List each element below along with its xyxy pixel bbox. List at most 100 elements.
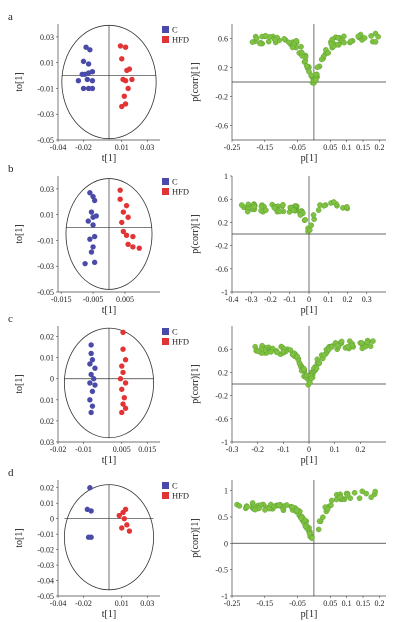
x-tick-label: 0.01	[115, 599, 129, 608]
splot-point	[370, 338, 376, 344]
score-point-hfd	[120, 369, 126, 376]
splot-point	[286, 39, 292, 46]
y-tick-label: -0.04	[37, 577, 54, 586]
x-tick-label: -0.15	[256, 143, 273, 152]
x-tick-label: 0.15	[356, 599, 370, 608]
x-tick-label: 0.2	[343, 295, 353, 304]
splot-point	[359, 488, 366, 495]
y-tick-label: 0.6	[218, 35, 228, 44]
y-tick-label: 0.6	[218, 345, 228, 354]
splot-point	[276, 502, 283, 509]
y-tick-label: -0.2	[215, 93, 228, 102]
y-tick-label: 0.03	[40, 185, 54, 194]
y-axis-label: to[1]	[14, 528, 25, 547]
y-tick-label: 0.02	[40, 484, 54, 493]
legend-label: C	[172, 177, 178, 187]
splot-point	[315, 207, 322, 213]
y-tick-label: -0.03	[37, 110, 54, 119]
score-point-hfd	[122, 78, 129, 84]
y-tick-label: 0.2	[218, 368, 228, 377]
score-point-hfd	[120, 346, 126, 352]
y-tick-label: -0.2	[215, 392, 228, 401]
score-point-c	[90, 244, 96, 250]
legend-label: C	[172, 25, 178, 35]
y-axis-label: to[1]	[14, 72, 25, 91]
splot-point	[258, 203, 265, 210]
splot-point	[372, 39, 379, 45]
splot-point	[309, 535, 315, 542]
splot-point	[276, 208, 283, 215]
splot-point	[331, 199, 337, 205]
score-point-hfd	[122, 506, 129, 513]
y-tick-label: 0.01	[40, 211, 54, 220]
score-point-hfd	[117, 376, 124, 382]
x-axis-label: p[1]	[301, 305, 318, 316]
splot-point	[306, 530, 313, 537]
x-tick-label: -0.2	[264, 295, 277, 304]
score-point-hfd	[122, 405, 129, 411]
x-axis-label: t[1]	[102, 305, 116, 316]
legend-swatch	[162, 338, 169, 345]
x-tick-label: -0.05	[289, 599, 306, 608]
splot-point	[329, 344, 335, 350]
score-point-c	[88, 342, 94, 348]
score-point-c	[87, 380, 93, 386]
legend-swatch	[162, 482, 169, 489]
score-point-c	[85, 85, 92, 92]
x-tick-label: -0.01	[75, 445, 92, 454]
x-tick-label: -0.015	[51, 295, 72, 304]
y-tick-label: -0.5	[215, 566, 228, 575]
y-tick-label: 0.02	[40, 417, 54, 426]
splot-point	[303, 63, 310, 69]
splot-point	[344, 343, 351, 350]
splot-point	[297, 212, 304, 218]
splot-point	[313, 365, 320, 372]
splot-point	[293, 507, 300, 514]
y-tick-label: -0.6	[215, 122, 228, 131]
splot-point	[335, 35, 341, 41]
y-tick-label: 0.01	[40, 499, 54, 508]
splot-point	[367, 343, 374, 350]
y-tick-label: -0.05	[37, 136, 54, 145]
splot-point	[344, 492, 351, 498]
splot-point	[272, 37, 279, 43]
splot-point	[375, 33, 381, 40]
splot-point	[262, 507, 268, 513]
splot-point	[281, 36, 288, 42]
y-tick-label: -0.2	[215, 242, 228, 251]
splot-point	[368, 33, 374, 39]
splot-point	[306, 227, 313, 233]
score-point-c	[82, 260, 88, 267]
splot-point	[321, 352, 328, 358]
score-point-hfd	[123, 232, 130, 238]
x-tick-label: 0.03	[140, 143, 154, 152]
splot-point	[310, 212, 317, 218]
score-point-c	[89, 403, 96, 409]
score-point-c	[90, 222, 96, 228]
x-tick-label: 0.3	[362, 295, 372, 304]
x-axis-label: p[1]	[301, 455, 318, 466]
splot-point	[289, 504, 295, 510]
y-tick-label: 1	[224, 487, 228, 496]
score-point-c	[89, 388, 96, 395]
score-point-c	[91, 259, 98, 266]
score-point-hfd	[119, 363, 125, 369]
score-point-c	[89, 85, 96, 92]
x-axis-label: p[1]	[301, 609, 318, 620]
y-axis-label: p(corr)[1]	[190, 62, 201, 101]
score-point-hfd	[121, 93, 128, 99]
x-axis-label: t[1]	[102, 153, 116, 164]
y-tick-label: 0	[50, 515, 54, 524]
splot-point	[290, 207, 297, 214]
score-point-hfd	[119, 56, 125, 62]
panel-label: a	[8, 11, 13, 23]
score-point-hfd	[122, 357, 129, 363]
score-point-hfd	[126, 66, 133, 72]
score-point-c	[87, 236, 93, 242]
x-tick-label: 0.03	[140, 599, 154, 608]
x-axis-label: p[1]	[301, 153, 318, 164]
score-point-hfd	[124, 522, 130, 528]
x-tick-label: -0.3	[245, 295, 258, 304]
splot-point	[298, 515, 305, 522]
